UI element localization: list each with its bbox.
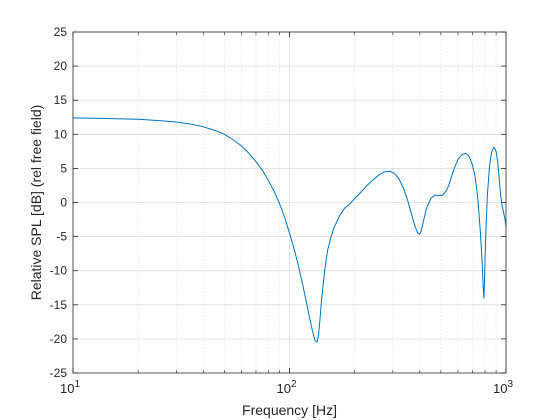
- y-tick-label: -20: [50, 332, 68, 346]
- x-tick-label: 101: [60, 379, 80, 396]
- tick-marks: [72, 31, 507, 374]
- y-tick-label: 10: [54, 127, 68, 141]
- minor-grid: [137, 32, 497, 373]
- series-line: [72, 117, 507, 343]
- y-tick-label: -10: [50, 264, 68, 278]
- y-axis-label: Relative SPL [dB] (rel free field): [28, 105, 44, 301]
- major-grid: [73, 32, 506, 373]
- y-tick-label: 15: [54, 93, 68, 107]
- x-axis-label: Frequency [Hz]: [242, 402, 337, 418]
- y-tick-label: -5: [56, 230, 67, 244]
- y-tick-label: 20: [54, 59, 68, 73]
- x-tick-label: 102: [276, 379, 296, 396]
- y-tick-label: 0: [60, 196, 67, 210]
- y-tick-label: 5: [60, 161, 67, 175]
- x-tick-labels: 101 102 103: [60, 379, 513, 396]
- x-tick-label: 103: [493, 379, 513, 396]
- y-tick-labels: -25 -20 -15 -10 -5 0 5 10 15 20 25: [50, 25, 68, 380]
- y-tick-label: 25: [54, 25, 68, 39]
- y-tick-label: -25: [50, 366, 68, 380]
- y-tick-label: -15: [50, 298, 68, 312]
